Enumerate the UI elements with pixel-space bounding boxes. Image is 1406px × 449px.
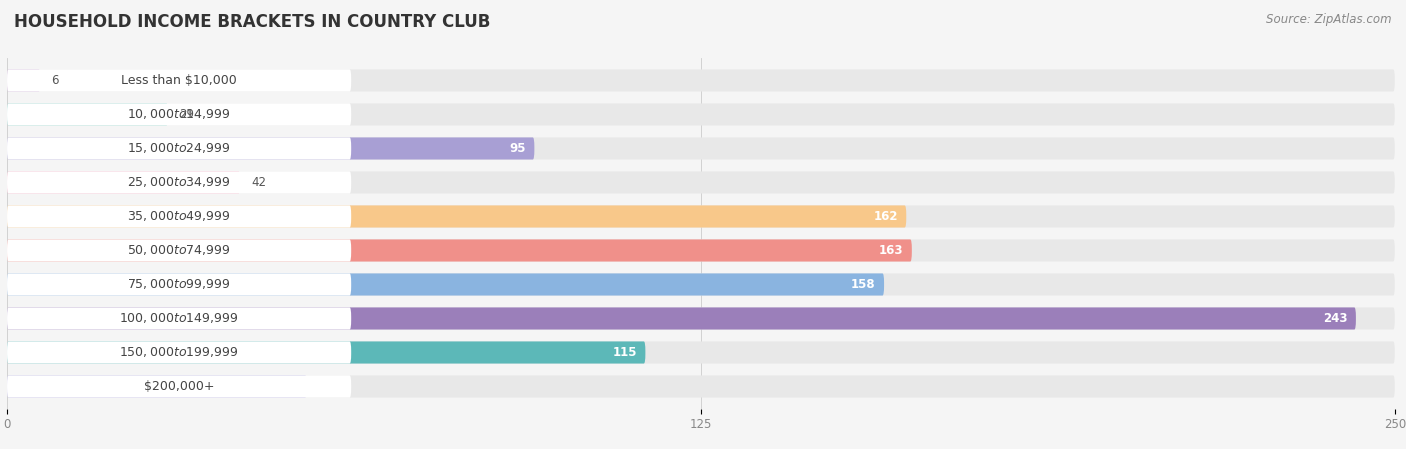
Text: $150,000 to $199,999: $150,000 to $199,999	[120, 345, 239, 360]
FancyBboxPatch shape	[7, 375, 307, 397]
FancyBboxPatch shape	[7, 103, 1395, 126]
FancyBboxPatch shape	[7, 206, 907, 228]
FancyBboxPatch shape	[7, 341, 351, 364]
FancyBboxPatch shape	[7, 375, 351, 397]
Text: 95: 95	[509, 142, 526, 155]
Text: HOUSEHOLD INCOME BRACKETS IN COUNTRY CLUB: HOUSEHOLD INCOME BRACKETS IN COUNTRY CLU…	[14, 13, 491, 31]
Text: $50,000 to $74,999: $50,000 to $74,999	[128, 243, 231, 257]
FancyBboxPatch shape	[7, 341, 645, 364]
FancyBboxPatch shape	[7, 103, 167, 126]
Text: $100,000 to $149,999: $100,000 to $149,999	[120, 312, 239, 326]
FancyBboxPatch shape	[7, 308, 351, 330]
Text: Source: ZipAtlas.com: Source: ZipAtlas.com	[1267, 13, 1392, 26]
Text: 243: 243	[1323, 312, 1347, 325]
FancyBboxPatch shape	[7, 273, 1395, 295]
Text: 162: 162	[873, 210, 898, 223]
Text: 115: 115	[613, 346, 637, 359]
Text: $35,000 to $49,999: $35,000 to $49,999	[128, 210, 231, 224]
FancyBboxPatch shape	[7, 239, 1395, 261]
Text: $75,000 to $99,999: $75,000 to $99,999	[128, 277, 231, 291]
Text: $25,000 to $34,999: $25,000 to $34,999	[128, 176, 231, 189]
Text: 29: 29	[179, 108, 194, 121]
FancyBboxPatch shape	[7, 308, 1395, 330]
Text: Less than $10,000: Less than $10,000	[121, 74, 238, 87]
FancyBboxPatch shape	[7, 206, 1395, 228]
Text: 42: 42	[252, 176, 266, 189]
FancyBboxPatch shape	[7, 137, 1395, 159]
FancyBboxPatch shape	[7, 206, 351, 228]
Text: 6: 6	[52, 74, 59, 87]
FancyBboxPatch shape	[7, 273, 351, 295]
Text: $10,000 to $14,999: $10,000 to $14,999	[128, 107, 231, 122]
FancyBboxPatch shape	[7, 172, 351, 194]
FancyBboxPatch shape	[7, 172, 240, 194]
FancyBboxPatch shape	[7, 239, 351, 261]
FancyBboxPatch shape	[7, 341, 1395, 364]
FancyBboxPatch shape	[7, 137, 534, 159]
FancyBboxPatch shape	[7, 103, 351, 126]
Text: $200,000+: $200,000+	[143, 380, 214, 393]
FancyBboxPatch shape	[7, 70, 351, 92]
Text: 158: 158	[851, 278, 876, 291]
FancyBboxPatch shape	[7, 172, 1395, 194]
FancyBboxPatch shape	[7, 273, 884, 295]
Text: $15,000 to $24,999: $15,000 to $24,999	[128, 141, 231, 155]
FancyBboxPatch shape	[7, 70, 41, 92]
FancyBboxPatch shape	[7, 137, 351, 159]
FancyBboxPatch shape	[7, 308, 1355, 330]
Text: 54: 54	[283, 380, 298, 393]
FancyBboxPatch shape	[7, 375, 1395, 397]
FancyBboxPatch shape	[7, 239, 912, 261]
Text: 163: 163	[879, 244, 904, 257]
FancyBboxPatch shape	[7, 70, 1395, 92]
